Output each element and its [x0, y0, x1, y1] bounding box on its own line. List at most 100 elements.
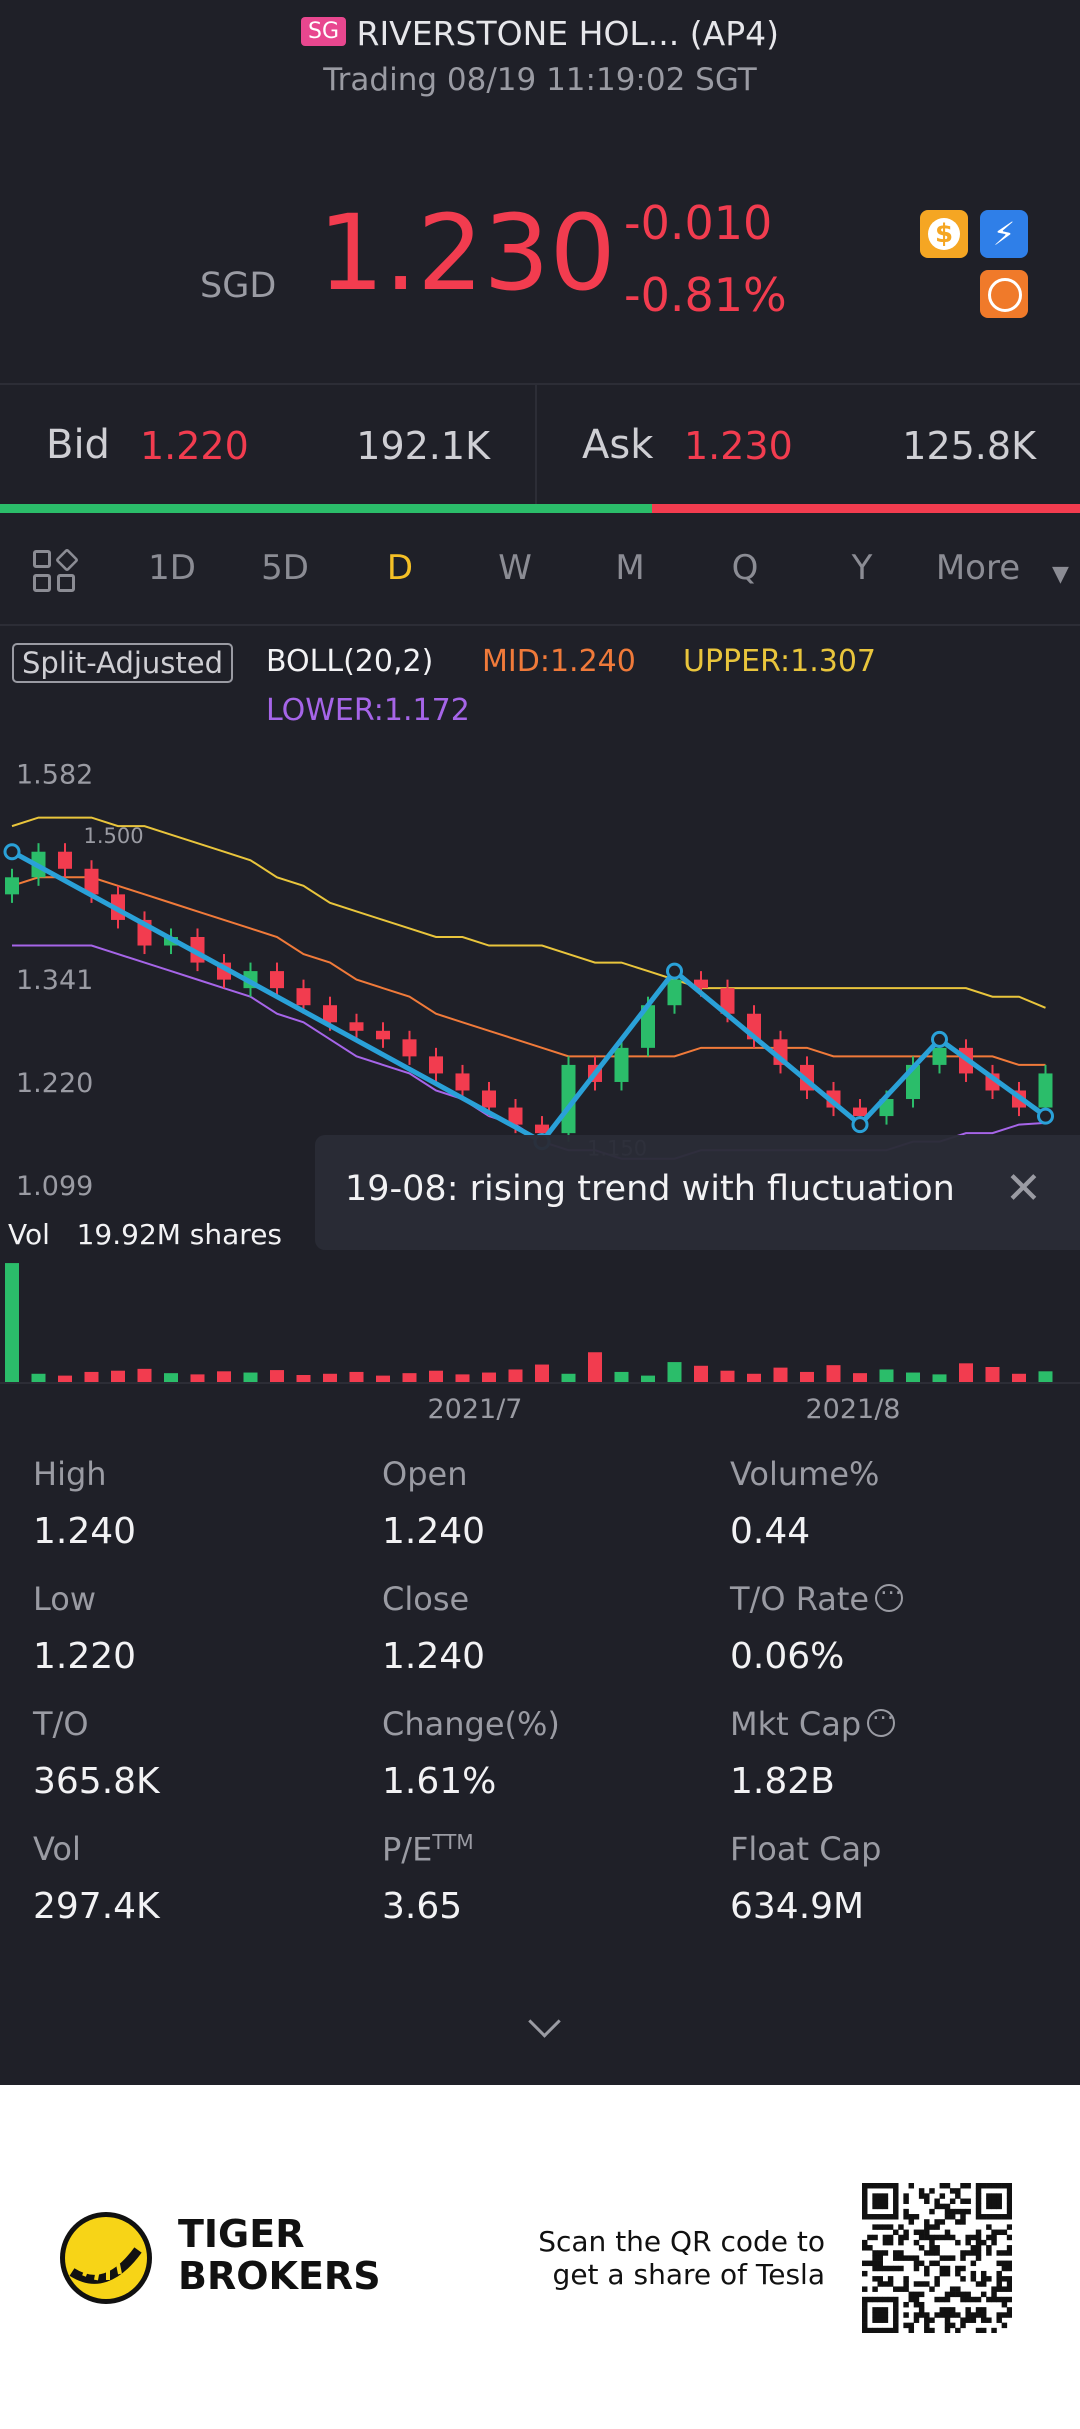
- qr-cell: [908, 2219, 915, 2225]
- volume-bar: [747, 1373, 761, 1383]
- adjust-button[interactable]: Split-Adjusted: [12, 643, 234, 683]
- flash-icon[interactable]: ⚡: [980, 210, 1028, 258]
- qr-cell: [887, 2234, 894, 2241]
- qr-cell: [944, 2229, 951, 2236]
- qr-cell: [1006, 2234, 1012, 2241]
- qr-cell: [939, 2270, 946, 2277]
- info-icon[interactable]: [875, 1575, 904, 1612]
- period-tab[interactable]: 5D: [261, 548, 309, 588]
- footer: TIGER BROKERS Scan the QR code to get a …: [0, 2085, 1080, 2429]
- qr-cell: [929, 2224, 935, 2230]
- qr-cell: [929, 2250, 935, 2256]
- qr-cell: [1006, 2203, 1012, 2210]
- qr-cell: [867, 2245, 873, 2251]
- brand-line: TIGER: [178, 2212, 305, 2256]
- qr-cell: [903, 2286, 909, 2292]
- qr-cell: [872, 2260, 878, 2267]
- candle-body: [667, 979, 682, 1006]
- qr-cell: [960, 2276, 966, 2282]
- qr-cell: [913, 2291, 920, 2298]
- volume-bar: [614, 1371, 629, 1383]
- volume-bar: [853, 1373, 867, 1383]
- trend-point: [3, 843, 21, 861]
- qr-cell: [980, 2312, 987, 2318]
- qr-cell: [939, 2193, 946, 2199]
- qr-cell: [960, 2214, 966, 2220]
- qr-cell: [918, 2245, 925, 2251]
- qr-cell: [929, 2245, 935, 2251]
- qr-cell: [996, 2229, 1002, 2236]
- dollar-icon[interactable]: $: [920, 210, 968, 258]
- qr-cell: [893, 2214, 899, 2220]
- qr-cell: [918, 2307, 925, 2313]
- qr-cell: [867, 2260, 873, 2267]
- qr-cell: [924, 2198, 930, 2204]
- qr-cell: [903, 2276, 909, 2282]
- more-arrow[interactable]: ▼: [1052, 562, 1069, 587]
- candle-body: [429, 1056, 443, 1074]
- qr-cell: [965, 2183, 971, 2189]
- stat-value: 1.61%: [382, 1761, 497, 1802]
- qr-cell: [908, 2255, 915, 2261]
- period-tab[interactable]: More: [935, 548, 1021, 588]
- qr-cell: [934, 2281, 940, 2287]
- period-tab[interactable]: D: [386, 548, 414, 588]
- stat-value: 297.4K: [33, 1886, 160, 1927]
- qr-cell: [862, 2296, 868, 2303]
- qr-cell: [965, 2291, 971, 2298]
- period-tab[interactable]: M: [615, 548, 645, 588]
- qr-cell: [1001, 2265, 1008, 2272]
- qr-cell: [882, 2265, 889, 2272]
- volume-bar: [58, 1375, 72, 1383]
- candle-body: [614, 1047, 629, 1082]
- period-tab[interactable]: W: [498, 548, 532, 588]
- qr-cell: [980, 2291, 987, 2298]
- qr-cell: [893, 2203, 899, 2210]
- lower-value: LOWER:1.172: [266, 693, 470, 728]
- qr-cell: [872, 2203, 878, 2210]
- qr-cell: [893, 2296, 899, 2303]
- qr-cell: [882, 2234, 889, 2241]
- qr-cell: [975, 2239, 982, 2246]
- qr-cell: [975, 2245, 982, 2251]
- layout-icon[interactable]: [33, 547, 80, 596]
- close-button[interactable]: ✕: [1005, 1163, 1042, 1214]
- qr-cell: [996, 2198, 1002, 2204]
- volume-bar: [349, 1371, 364, 1383]
- qr-cell: [944, 2327, 951, 2333]
- qr-cell: [918, 2234, 925, 2241]
- qr-cell: [903, 2301, 909, 2308]
- qr-cell: [949, 2208, 956, 2215]
- qr-cell: [908, 2322, 915, 2329]
- candle-body: [455, 1073, 470, 1091]
- volume-bar: [879, 1369, 894, 1383]
- info-icon[interactable]: [867, 1700, 896, 1737]
- qr-cell: [975, 2188, 982, 2194]
- divider: [535, 385, 537, 505]
- qr-cell: [893, 2322, 899, 2329]
- volume-bar: [932, 1374, 947, 1383]
- stat-label-text: High: [33, 1455, 107, 1493]
- qr-cell: [898, 2224, 904, 2230]
- volume-bar: [482, 1372, 496, 1383]
- qr-cell: [934, 2312, 940, 2318]
- expand-arrow[interactable]: [528, 2005, 561, 2038]
- period-tab[interactable]: Q: [731, 548, 759, 588]
- period-tab[interactable]: Y: [851, 548, 873, 588]
- qr-cell: [887, 2281, 894, 2287]
- qr-cell: [965, 2208, 971, 2215]
- change: -0.010: [624, 196, 773, 250]
- ask-price: 1.230: [684, 424, 793, 468]
- qr-cell: [898, 2234, 904, 2241]
- qr-cell: [918, 2301, 925, 2308]
- qr-cell: [918, 2281, 925, 2287]
- qr-cell: [882, 2203, 889, 2210]
- qr-cell: [882, 2312, 889, 2318]
- exchange-icon[interactable]: [980, 270, 1028, 318]
- stat-label: T/O: [33, 1705, 89, 1743]
- qr-cell: [996, 2317, 1002, 2323]
- volume-bar: [455, 1374, 470, 1383]
- qr-cell: [934, 2260, 940, 2267]
- period-tab[interactable]: 1D: [148, 548, 196, 588]
- stat-label: Open: [382, 1455, 467, 1493]
